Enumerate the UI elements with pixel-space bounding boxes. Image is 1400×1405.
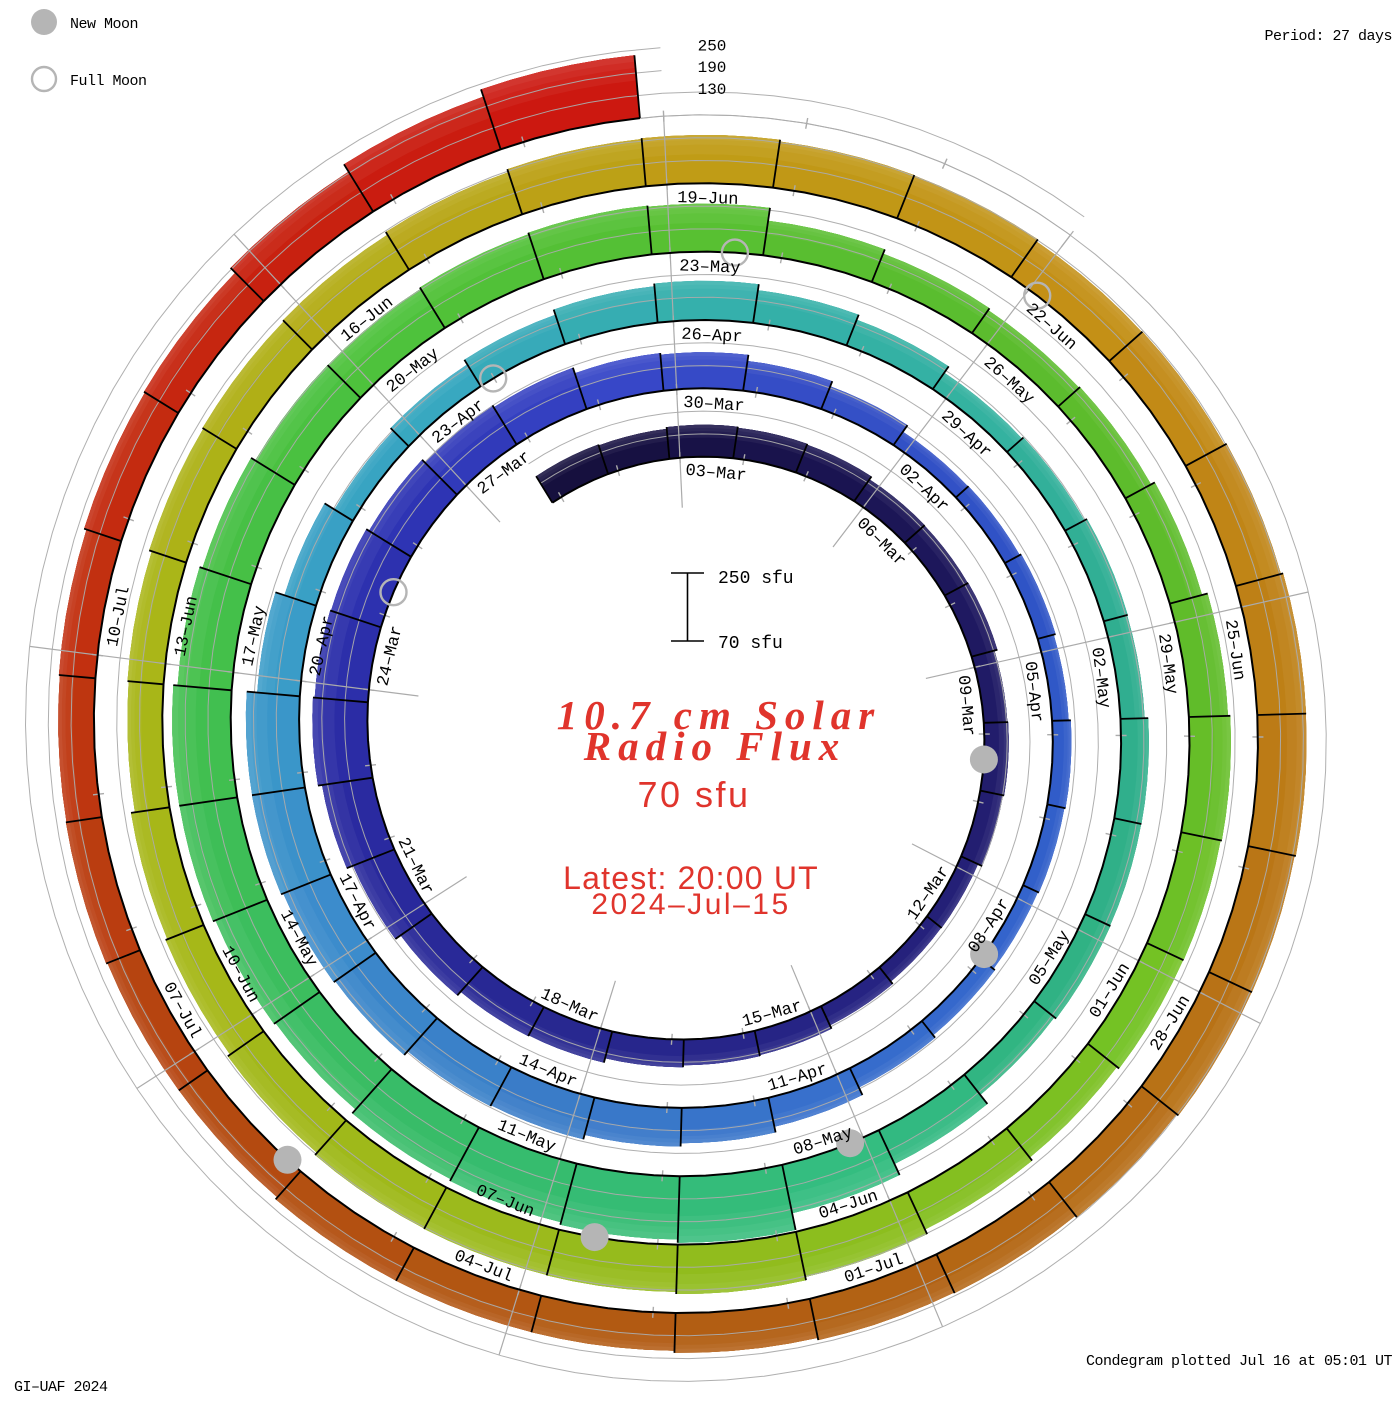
svg-text:30–Mar: 30–Mar <box>683 394 745 417</box>
svg-text:Period: 27 days: Period: 27 days <box>1264 28 1392 45</box>
svg-text:2024–Jul–15: 2024–Jul–15 <box>591 888 790 921</box>
svg-text:Condegram plotted Jul 16 at 05: Condegram plotted Jul 16 at 05:01 UT <box>1086 1353 1393 1370</box>
svg-text:19–Jun: 19–Jun <box>677 189 739 210</box>
svg-text:250 sfu: 250 sfu <box>718 569 794 589</box>
svg-text:250: 250 <box>698 38 727 56</box>
svg-text:190: 190 <box>698 59 727 77</box>
svg-text:70 sfu: 70 sfu <box>637 774 750 815</box>
svg-text:Radio Flux: Radio Flux <box>583 723 847 769</box>
svg-text:130: 130 <box>698 81 727 99</box>
svg-text:Full Moon: Full Moon <box>70 73 147 90</box>
svg-text:70 sfu: 70 sfu <box>718 634 783 654</box>
svg-text:GI–UAF 2024: GI–UAF 2024 <box>14 1379 108 1396</box>
svg-text:26–Apr: 26–Apr <box>681 326 743 348</box>
svg-text:New Moon: New Moon <box>70 16 138 33</box>
svg-text:23–May: 23–May <box>679 257 741 278</box>
